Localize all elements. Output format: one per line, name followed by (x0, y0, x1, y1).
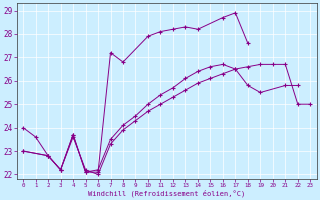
X-axis label: Windchill (Refroidissement éolien,°C): Windchill (Refroidissement éolien,°C) (88, 189, 245, 197)
